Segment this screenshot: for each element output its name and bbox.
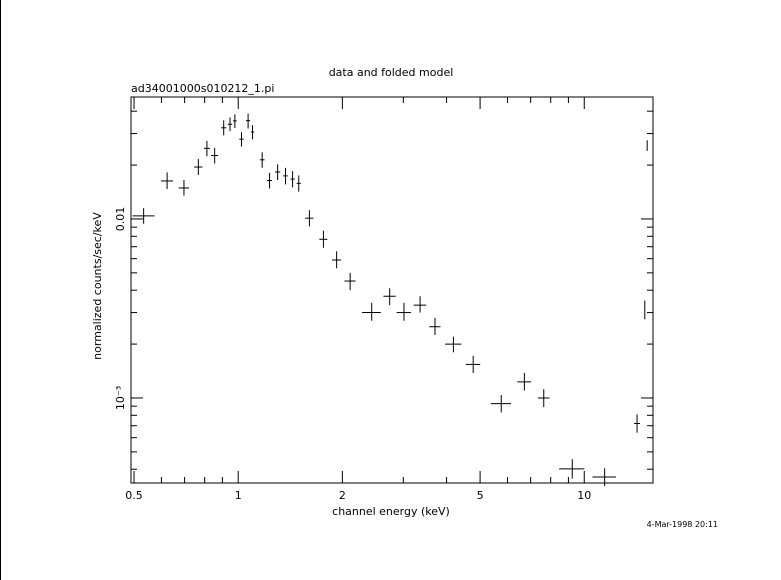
timestamp: 4-Mar-1998 20:11 <box>647 520 718 529</box>
data-point <box>267 172 272 189</box>
data-point <box>233 114 237 129</box>
data-point <box>221 120 227 136</box>
data-point <box>296 175 301 192</box>
chart-subtitle: ad34001000s010212_1.pi <box>131 82 274 95</box>
data-point <box>332 251 342 269</box>
data-point <box>517 372 532 391</box>
data-point <box>644 300 646 320</box>
x-axis-label: channel energy (keV) <box>332 505 450 518</box>
data-point <box>305 210 314 227</box>
data-point <box>290 171 295 188</box>
axis-ticks <box>131 97 653 483</box>
data-points <box>132 113 648 487</box>
x-tick-label: 10 <box>577 489 591 502</box>
data-point <box>160 172 174 190</box>
data-point <box>559 459 585 479</box>
data-point <box>250 125 255 140</box>
data-point <box>132 208 155 224</box>
axis-tick-labels: 0.5 1 2 5 10 0.01 10⁻³ <box>114 207 591 502</box>
data-point <box>537 389 550 408</box>
data-point <box>362 302 381 321</box>
data-point <box>259 152 265 168</box>
data-point <box>344 272 356 291</box>
data-point <box>634 414 640 433</box>
data-point <box>413 296 427 313</box>
y-tick-label: 0.01 <box>114 207 127 232</box>
x-tick-label: 1 <box>235 489 242 502</box>
data-point <box>245 113 251 129</box>
data-point <box>383 288 396 306</box>
data-point <box>203 140 210 157</box>
data-point <box>465 355 481 373</box>
data-point <box>319 230 328 248</box>
y-axis-label: normalized counts/sec/keV <box>91 212 104 360</box>
data-point <box>239 132 244 147</box>
data-point <box>227 117 233 132</box>
plot-area-frame <box>130 96 654 484</box>
data-point <box>445 336 462 353</box>
data-point <box>396 302 411 321</box>
x-tick-label: 2 <box>339 489 346 502</box>
data-point <box>283 167 288 185</box>
x-tick-label: 0.5 <box>125 489 143 502</box>
data-point <box>592 468 616 487</box>
data-point <box>275 164 281 181</box>
x-tick-label: 5 <box>477 489 484 502</box>
window-edge <box>0 0 1 580</box>
data-point <box>194 159 203 176</box>
data-point <box>178 180 190 196</box>
data-point <box>211 148 219 164</box>
chart-title: data and folded model <box>329 66 454 79</box>
data-point <box>429 317 441 335</box>
y-tick-label: 10⁻³ <box>114 386 127 410</box>
data-point <box>490 394 512 413</box>
